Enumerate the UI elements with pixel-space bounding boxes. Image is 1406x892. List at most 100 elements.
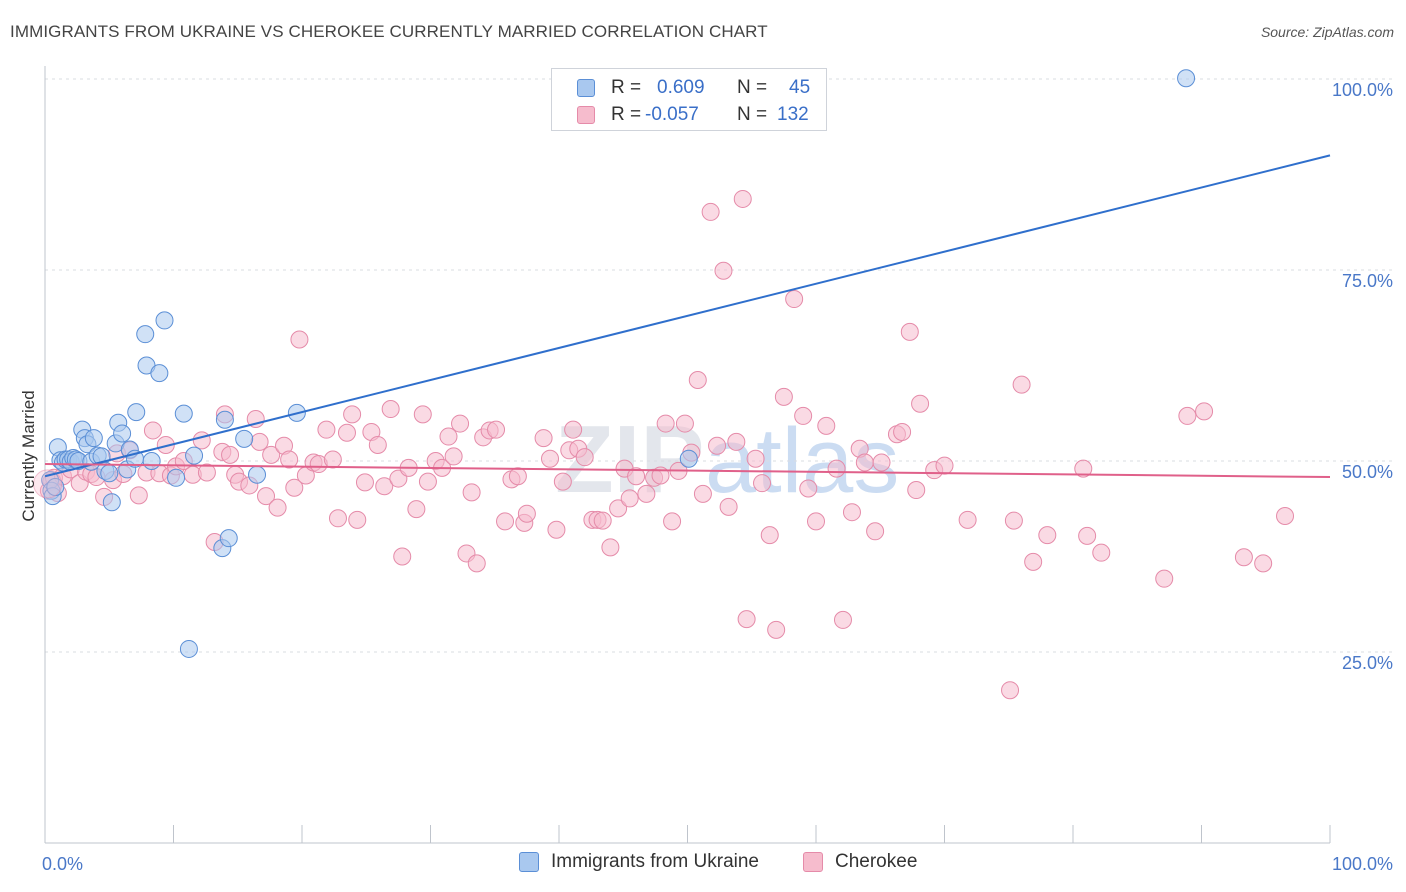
y-tick-label: 25.0% xyxy=(1342,653,1393,673)
cherokee-point xyxy=(553,472,572,491)
cherokee-point xyxy=(280,450,299,469)
source-credit: Source: ZipAtlas.com xyxy=(1260,24,1394,40)
x-tick-label: 100.0% xyxy=(1332,854,1393,874)
cherokee-point xyxy=(688,371,707,390)
cherokee-point xyxy=(508,467,527,486)
cherokee-point xyxy=(368,435,387,454)
legend-label-ukraine: Immigrants from Ukraine xyxy=(551,851,759,872)
cherokee-point xyxy=(541,449,560,468)
trend-lines xyxy=(44,154,1331,479)
r-value: -0.057 xyxy=(645,103,699,125)
cherokee-point xyxy=(601,538,620,557)
n-value: 132 xyxy=(777,103,809,125)
cherokee-point xyxy=(807,512,825,531)
ukraine-point xyxy=(679,449,698,468)
cherokee-point xyxy=(727,432,746,451)
cherokee-swatch xyxy=(577,105,595,124)
axes xyxy=(44,66,1331,844)
cherokee-point xyxy=(719,497,738,516)
cherokee-trend-line xyxy=(44,463,1331,479)
ukraine-point xyxy=(167,468,186,487)
cherokee-point xyxy=(760,526,779,545)
cherokee-point xyxy=(268,498,287,517)
cherokee-point xyxy=(534,429,553,448)
cherokee-point xyxy=(827,459,846,478)
cherokee-point xyxy=(774,387,793,406)
ukraine-point xyxy=(235,429,254,448)
grid-lines xyxy=(45,78,1392,653)
tick-labels: 25.0% 50.0% 75.0% 100.0% 0.0% 100.0% xyxy=(42,80,1393,874)
cherokee-point xyxy=(958,510,977,529)
cherokee-point xyxy=(564,420,583,439)
cherokee-point xyxy=(767,620,786,639)
legend-item-cherokee[interactable]: Cherokee xyxy=(803,851,917,873)
cherokee-point xyxy=(129,486,148,505)
n-label: N = xyxy=(737,103,768,125)
cherokee-point xyxy=(393,547,412,566)
cherokee-point xyxy=(1254,554,1273,573)
cherokee-point xyxy=(900,322,919,341)
ukraine-swatch xyxy=(577,78,595,97)
cherokee-point xyxy=(609,499,628,518)
cherokee-point xyxy=(451,414,470,433)
cherokee-point xyxy=(257,487,276,506)
x-tick-label: 0.0% xyxy=(42,854,83,874)
cherokee-point xyxy=(250,432,269,451)
cherokee-point xyxy=(737,610,756,629)
cherokee-point xyxy=(1038,526,1057,545)
legend-label-cherokee: Cherokee xyxy=(835,851,918,872)
cherokee-point xyxy=(753,474,772,493)
cherokee-point xyxy=(517,504,536,523)
cherokee-point xyxy=(746,449,765,468)
legend-row-ukraine: R = 0.609 N = 45 xyxy=(552,74,810,101)
cherokee-point xyxy=(866,522,885,541)
cherokee-point xyxy=(1178,406,1197,425)
cherokee-point xyxy=(439,427,458,446)
cherokee-point xyxy=(547,520,566,539)
ukraine-point xyxy=(84,429,103,448)
cherokee-point xyxy=(487,420,506,439)
cherokee-point xyxy=(328,509,347,528)
cherokee-point xyxy=(496,512,515,531)
legend-item-ukraine[interactable]: Immigrants from Ukraine xyxy=(519,851,759,873)
cherokee-point xyxy=(1234,548,1253,567)
ukraine-point xyxy=(127,403,146,422)
ukraine-point xyxy=(113,424,132,443)
cherokee-point xyxy=(413,405,432,424)
cherokee-point xyxy=(462,483,481,502)
cherokee-point xyxy=(418,472,437,491)
cherokee-point xyxy=(355,473,374,492)
cherokee-point xyxy=(143,421,162,440)
y-tick-label: 50.0% xyxy=(1342,462,1393,482)
cherokee-point xyxy=(444,447,463,466)
cherokee-point xyxy=(467,554,486,573)
cherokee-point xyxy=(663,512,682,531)
cherokee-point xyxy=(33,469,63,499)
ukraine-point xyxy=(215,410,234,429)
cherokee-point xyxy=(693,484,712,503)
cherokee-point xyxy=(337,423,356,442)
n-label: N = xyxy=(737,76,768,98)
cherokee-point xyxy=(799,479,818,498)
cherokee-point xyxy=(714,261,733,280)
series-legend: Immigrants from Ukraine Cherokee xyxy=(0,851,1406,877)
cherokee-swatch xyxy=(803,852,823,872)
ukraine-swatch xyxy=(519,852,539,872)
cherokee-point xyxy=(627,467,646,486)
ukraine-point xyxy=(174,404,193,423)
cherokee-point xyxy=(708,436,727,455)
y-tick-label: 75.0% xyxy=(1342,271,1393,291)
cherokee-point xyxy=(262,445,281,464)
cherokee-point xyxy=(1092,543,1111,562)
cherokee-point xyxy=(833,610,852,629)
cherokee-point xyxy=(381,400,400,419)
cherokee-point xyxy=(1155,569,1174,588)
ukraine-point xyxy=(248,465,267,484)
ukraine-point xyxy=(179,639,198,658)
cherokee-point xyxy=(794,406,813,425)
cherokee-point xyxy=(935,456,954,475)
cherokee-point xyxy=(1024,552,1043,571)
cherokee-point xyxy=(375,477,394,496)
ukraine-point xyxy=(102,493,121,512)
